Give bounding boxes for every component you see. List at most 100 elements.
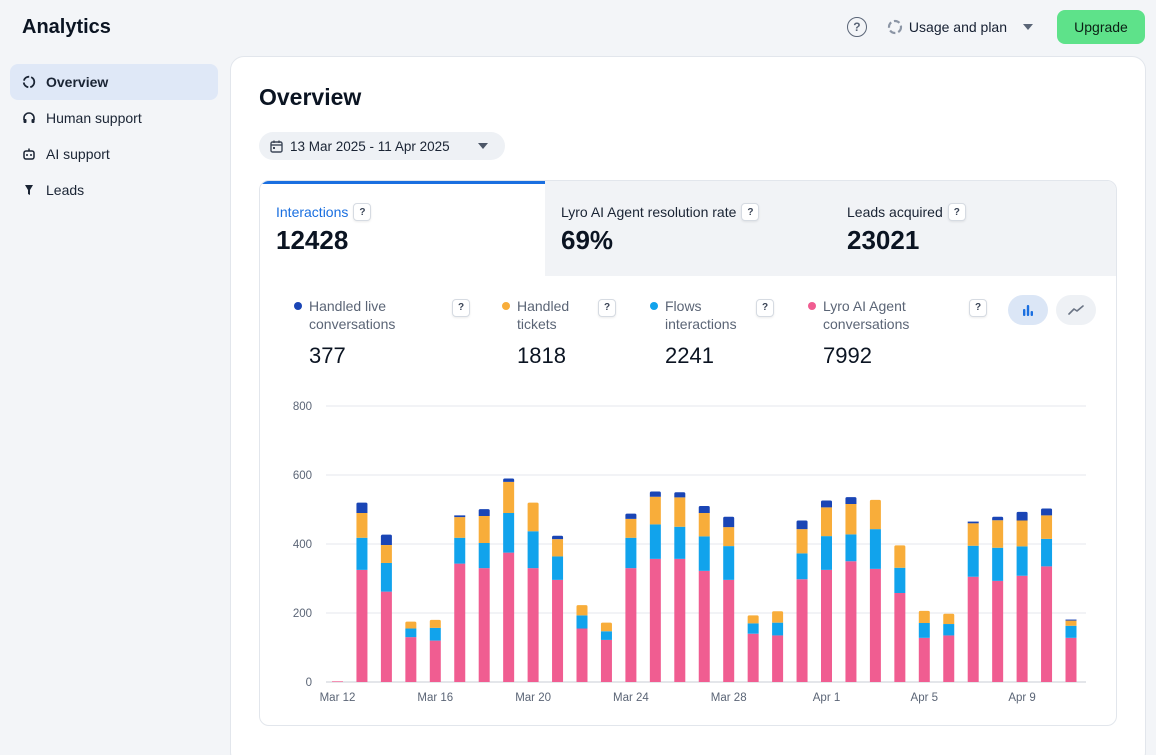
help-icon[interactable]: ? (969, 298, 987, 317)
date-range-picker[interactable]: 13 Mar 2025 - 11 Apr 2025 (259, 132, 505, 160)
bar-segment (552, 556, 564, 580)
usage-label: Usage and plan (908, 19, 1007, 35)
main-content: Overview 13 Mar 2025 - 11 Apr 2025 Inter… (230, 56, 1146, 755)
x-tick-label: Mar 28 (711, 692, 747, 704)
bar-segment (1065, 637, 1077, 682)
bar-segment (747, 615, 759, 624)
tab-leads-acquired[interactable]: Leads acquired? 23021 (831, 181, 1116, 276)
bar-segment (332, 681, 343, 682)
bar-segment (918, 610, 930, 624)
sidebar-item-overview[interactable]: Overview (10, 64, 218, 100)
bar-segment (405, 637, 417, 682)
stat-tabs: Interactions? 12428 Lyro AI Agent resolu… (260, 181, 1116, 276)
bar-segment (552, 535, 564, 540)
interactions-chart: 0 200 400 600 800 Mar 12 Mar 16 Mar 20 Mar 24 Mar… (293, 401, 1086, 704)
bar-segment (429, 627, 441, 641)
bar-segment (796, 529, 808, 554)
help-icon[interactable]: ? (741, 203, 760, 221)
bar-segment (992, 516, 1004, 521)
bar-segment (356, 512, 368, 538)
bar-segment (894, 592, 906, 682)
bar-segment (674, 558, 686, 682)
y-tick-label: 400 (293, 539, 312, 551)
bar-segment (943, 624, 955, 636)
bar-segment (478, 509, 490, 517)
help-icon[interactable]: ? (846, 17, 867, 37)
help-icon[interactable]: ? (598, 298, 616, 317)
usage-and-plan-dropdown[interactable]: Usage and plan (887, 19, 1033, 35)
bar-segment (478, 516, 490, 543)
bar-segment (845, 561, 857, 682)
bar-segment (1016, 575, 1028, 682)
bar-segment (649, 524, 661, 559)
bar-segment (552, 579, 564, 682)
metric-value: 7992 (823, 343, 872, 368)
bar-segment (943, 635, 955, 682)
overview-icon (22, 75, 36, 89)
bar-segment (821, 569, 832, 682)
chevron-down-icon (1023, 24, 1033, 30)
bar-segment (576, 628, 588, 682)
bar-segment (503, 512, 515, 553)
y-tick-label: 800 (293, 401, 312, 413)
bar-segment (1041, 566, 1053, 682)
bot-icon (22, 147, 36, 161)
bar-segment (600, 631, 612, 640)
tab-label: Lyro AI Agent resolution rate (561, 204, 737, 220)
bar-segment (992, 580, 1004, 682)
tab-resolution-rate[interactable]: Lyro AI Agent resolution rate? 69% (545, 181, 831, 276)
tab-value: 23021 (847, 225, 920, 255)
bar-segment (1016, 546, 1028, 576)
bar-segment (698, 512, 710, 537)
bar-segment (649, 491, 661, 497)
sidebar-item-human-support[interactable]: Human support (10, 100, 218, 136)
help-icon[interactable]: ? (947, 203, 966, 221)
sidebar-item-label: Leads (46, 182, 85, 198)
x-tick-label: Apr 1 (813, 692, 841, 704)
tab-value: 69% (561, 225, 614, 255)
bar-segment (405, 628, 417, 638)
upgrade-button[interactable]: Upgrade (1057, 10, 1145, 44)
bar-segment (967, 521, 979, 524)
bar-segment (478, 542, 490, 569)
bar-segment (1041, 508, 1053, 516)
bar-segment (527, 568, 539, 682)
bar-segment (600, 622, 612, 632)
metric-value: 1818 (517, 343, 566, 368)
bar-segment (1041, 538, 1053, 567)
legend-dot (808, 302, 816, 310)
bar-segment (503, 552, 515, 682)
bar-segment (772, 622, 784, 636)
bar-segment (503, 478, 515, 482)
x-tick-label: Mar 12 (320, 692, 356, 704)
bar-segment (380, 591, 392, 682)
bar-segment (967, 523, 979, 546)
usage-icon (887, 19, 903, 35)
help-icon[interactable]: ? (353, 203, 372, 221)
bar-chart-toggle[interactable] (1008, 295, 1048, 325)
help-icon[interactable]: ? (756, 298, 774, 317)
bar-segment (478, 568, 490, 682)
metric-value: 2241 (665, 343, 714, 368)
bar-segment (821, 500, 832, 508)
tab-interactions[interactable]: Interactions? 12428 (260, 181, 545, 276)
sidebar: Overview Human support AI support Leads (10, 64, 218, 208)
bar-segment (796, 520, 808, 530)
bar-segment (380, 562, 392, 592)
help-icon[interactable]: ? (452, 298, 470, 317)
funnel-icon (22, 183, 36, 197)
x-tick-label: Apr 5 (911, 692, 939, 704)
x-tick-label: Mar 24 (613, 692, 649, 704)
line-chart-toggle[interactable] (1056, 295, 1096, 325)
bar-segment (503, 481, 515, 513)
bar-segment (992, 520, 1004, 548)
bar-segment (429, 619, 441, 628)
app-title: Analytics (22, 16, 111, 38)
bar-segment (992, 547, 1004, 581)
sidebar-item-ai-support[interactable]: AI support (10, 136, 218, 172)
bar-segment (356, 537, 368, 570)
bar-segment (527, 531, 539, 569)
bar-segment (698, 506, 710, 513)
sidebar-item-leads[interactable]: Leads (10, 172, 218, 208)
bar-segment (869, 499, 881, 530)
